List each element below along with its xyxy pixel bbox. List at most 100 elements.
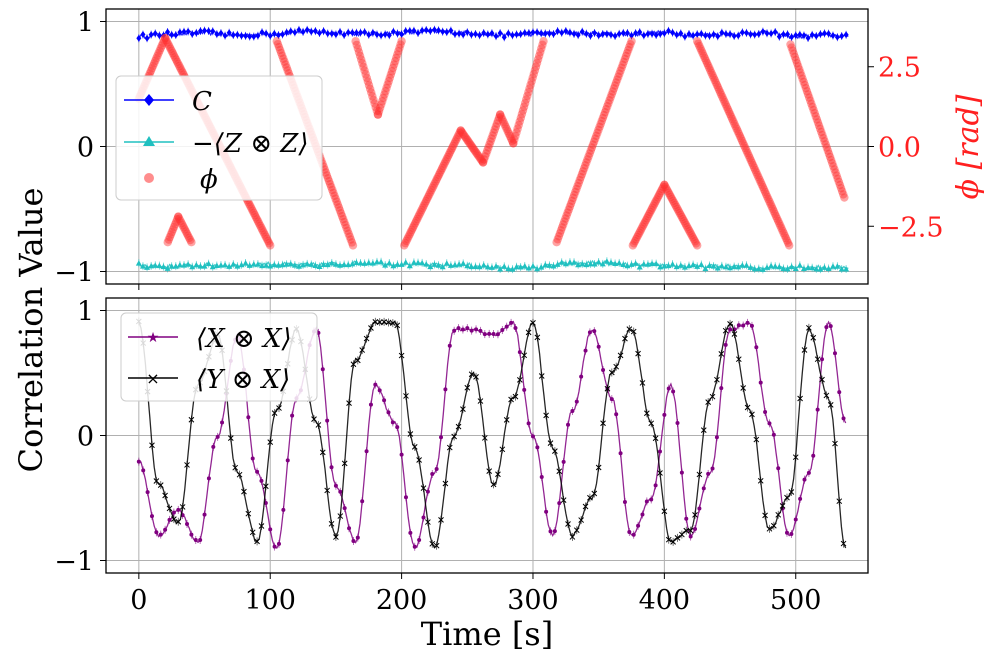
- phi-point: [407, 225, 417, 235]
- data-point: [472, 263, 479, 269]
- data-point: [784, 265, 791, 272]
- data-point: [809, 31, 815, 39]
- data-point: [608, 369, 615, 376]
- data-point: [801, 32, 807, 40]
- data-point: [181, 28, 187, 36]
- data-point: [722, 263, 729, 270]
- phi-point: [672, 202, 681, 212]
- data-point: [512, 393, 519, 400]
- phi-point: [691, 239, 701, 248]
- phi-point: [327, 182, 336, 192]
- data-point: [166, 505, 173, 512]
- data-point: [193, 538, 198, 543]
- data-point: [788, 263, 795, 270]
- phi-point: [441, 157, 450, 166]
- phi-point: [416, 208, 425, 217]
- data-point: [743, 262, 750, 268]
- phi-point: [264, 239, 274, 248]
- phi-point: [333, 200, 342, 209]
- phi-point: [278, 51, 287, 61]
- phi-point: [792, 58, 802, 68]
- data-point: [169, 31, 175, 39]
- phi-point: [714, 85, 724, 95]
- phi-point: [587, 143, 597, 152]
- data-point: [140, 30, 146, 38]
- data-point: [245, 510, 252, 517]
- phi-point: [330, 191, 339, 201]
- data-point: [571, 30, 577, 38]
- data-point: [480, 262, 487, 268]
- data-point: [562, 260, 569, 267]
- legend-label-xx: ⟨X ⊗ X⟩: [196, 324, 292, 354]
- data-point: [710, 263, 717, 269]
- phi-point: [336, 209, 346, 218]
- data-point: [275, 262, 282, 268]
- phi-point: [325, 179, 335, 189]
- data-point: [583, 348, 588, 353]
- data-point: [164, 265, 171, 271]
- data-point: [600, 30, 606, 38]
- phi-point: [741, 143, 750, 153]
- phi-point: [747, 158, 757, 167]
- phi-point: [755, 175, 764, 184]
- phi-point: [682, 220, 691, 230]
- data-point: [622, 499, 627, 504]
- data-point: [390, 420, 395, 425]
- data-point: [481, 29, 487, 37]
- data-point: [329, 30, 335, 38]
- phi-point: [417, 205, 426, 215]
- data-point: [784, 530, 789, 535]
- phi-point: [499, 117, 508, 126]
- data-point: [255, 32, 261, 40]
- data-point: [236, 471, 243, 478]
- data-point: [748, 30, 754, 38]
- data-point: [376, 319, 383, 325]
- right-y-tick-label: −2.5: [878, 212, 944, 243]
- data-point: [189, 532, 194, 537]
- data-point: [258, 523, 265, 529]
- data-point: [201, 263, 208, 269]
- data-point: [205, 260, 212, 267]
- data-point: [415, 259, 422, 266]
- phi-point: [474, 151, 483, 161]
- data-point: [279, 261, 286, 268]
- phi-point: [766, 199, 775, 209]
- phi-point: [650, 199, 659, 208]
- data-point: [772, 263, 779, 269]
- data-point: [464, 384, 471, 391]
- phi-point: [388, 63, 398, 73]
- phi-point: [819, 133, 828, 143]
- data-point: [247, 32, 253, 40]
- phi-point: [176, 216, 185, 226]
- data-point: [271, 261, 278, 268]
- phi-point: [266, 241, 275, 250]
- legend-label-zz: −⟨Z ⊗ Z⟩: [192, 129, 309, 159]
- data-point: [675, 420, 680, 425]
- phi-point: [324, 177, 334, 186]
- phi-point: [744, 151, 753, 160]
- phi-point: [174, 59, 183, 69]
- data-point: [478, 328, 483, 333]
- data-point: [455, 423, 462, 430]
- phi-point: [604, 99, 613, 108]
- phi-point: [272, 37, 281, 46]
- data-point: [316, 263, 323, 270]
- phi-point: [660, 180, 669, 189]
- phi-point: [473, 150, 482, 159]
- phi-point: [262, 234, 272, 244]
- series-⟨Y ⊗ X⟩: [135, 317, 847, 550]
- phi-point: [684, 225, 693, 234]
- data-point: [722, 327, 729, 334]
- phi-point: [774, 216, 783, 226]
- phi-point: [456, 126, 465, 135]
- data-point: [185, 261, 192, 267]
- phi-point: [329, 188, 338, 198]
- right-y-tick-label: 2.5: [878, 53, 921, 84]
- phi-point: [634, 230, 643, 240]
- phi-point: [724, 107, 734, 116]
- phi-point: [648, 203, 657, 212]
- data-point: [382, 262, 389, 268]
- data-point: [497, 266, 504, 272]
- phi-point: [772, 214, 782, 223]
- data-point: [696, 471, 703, 478]
